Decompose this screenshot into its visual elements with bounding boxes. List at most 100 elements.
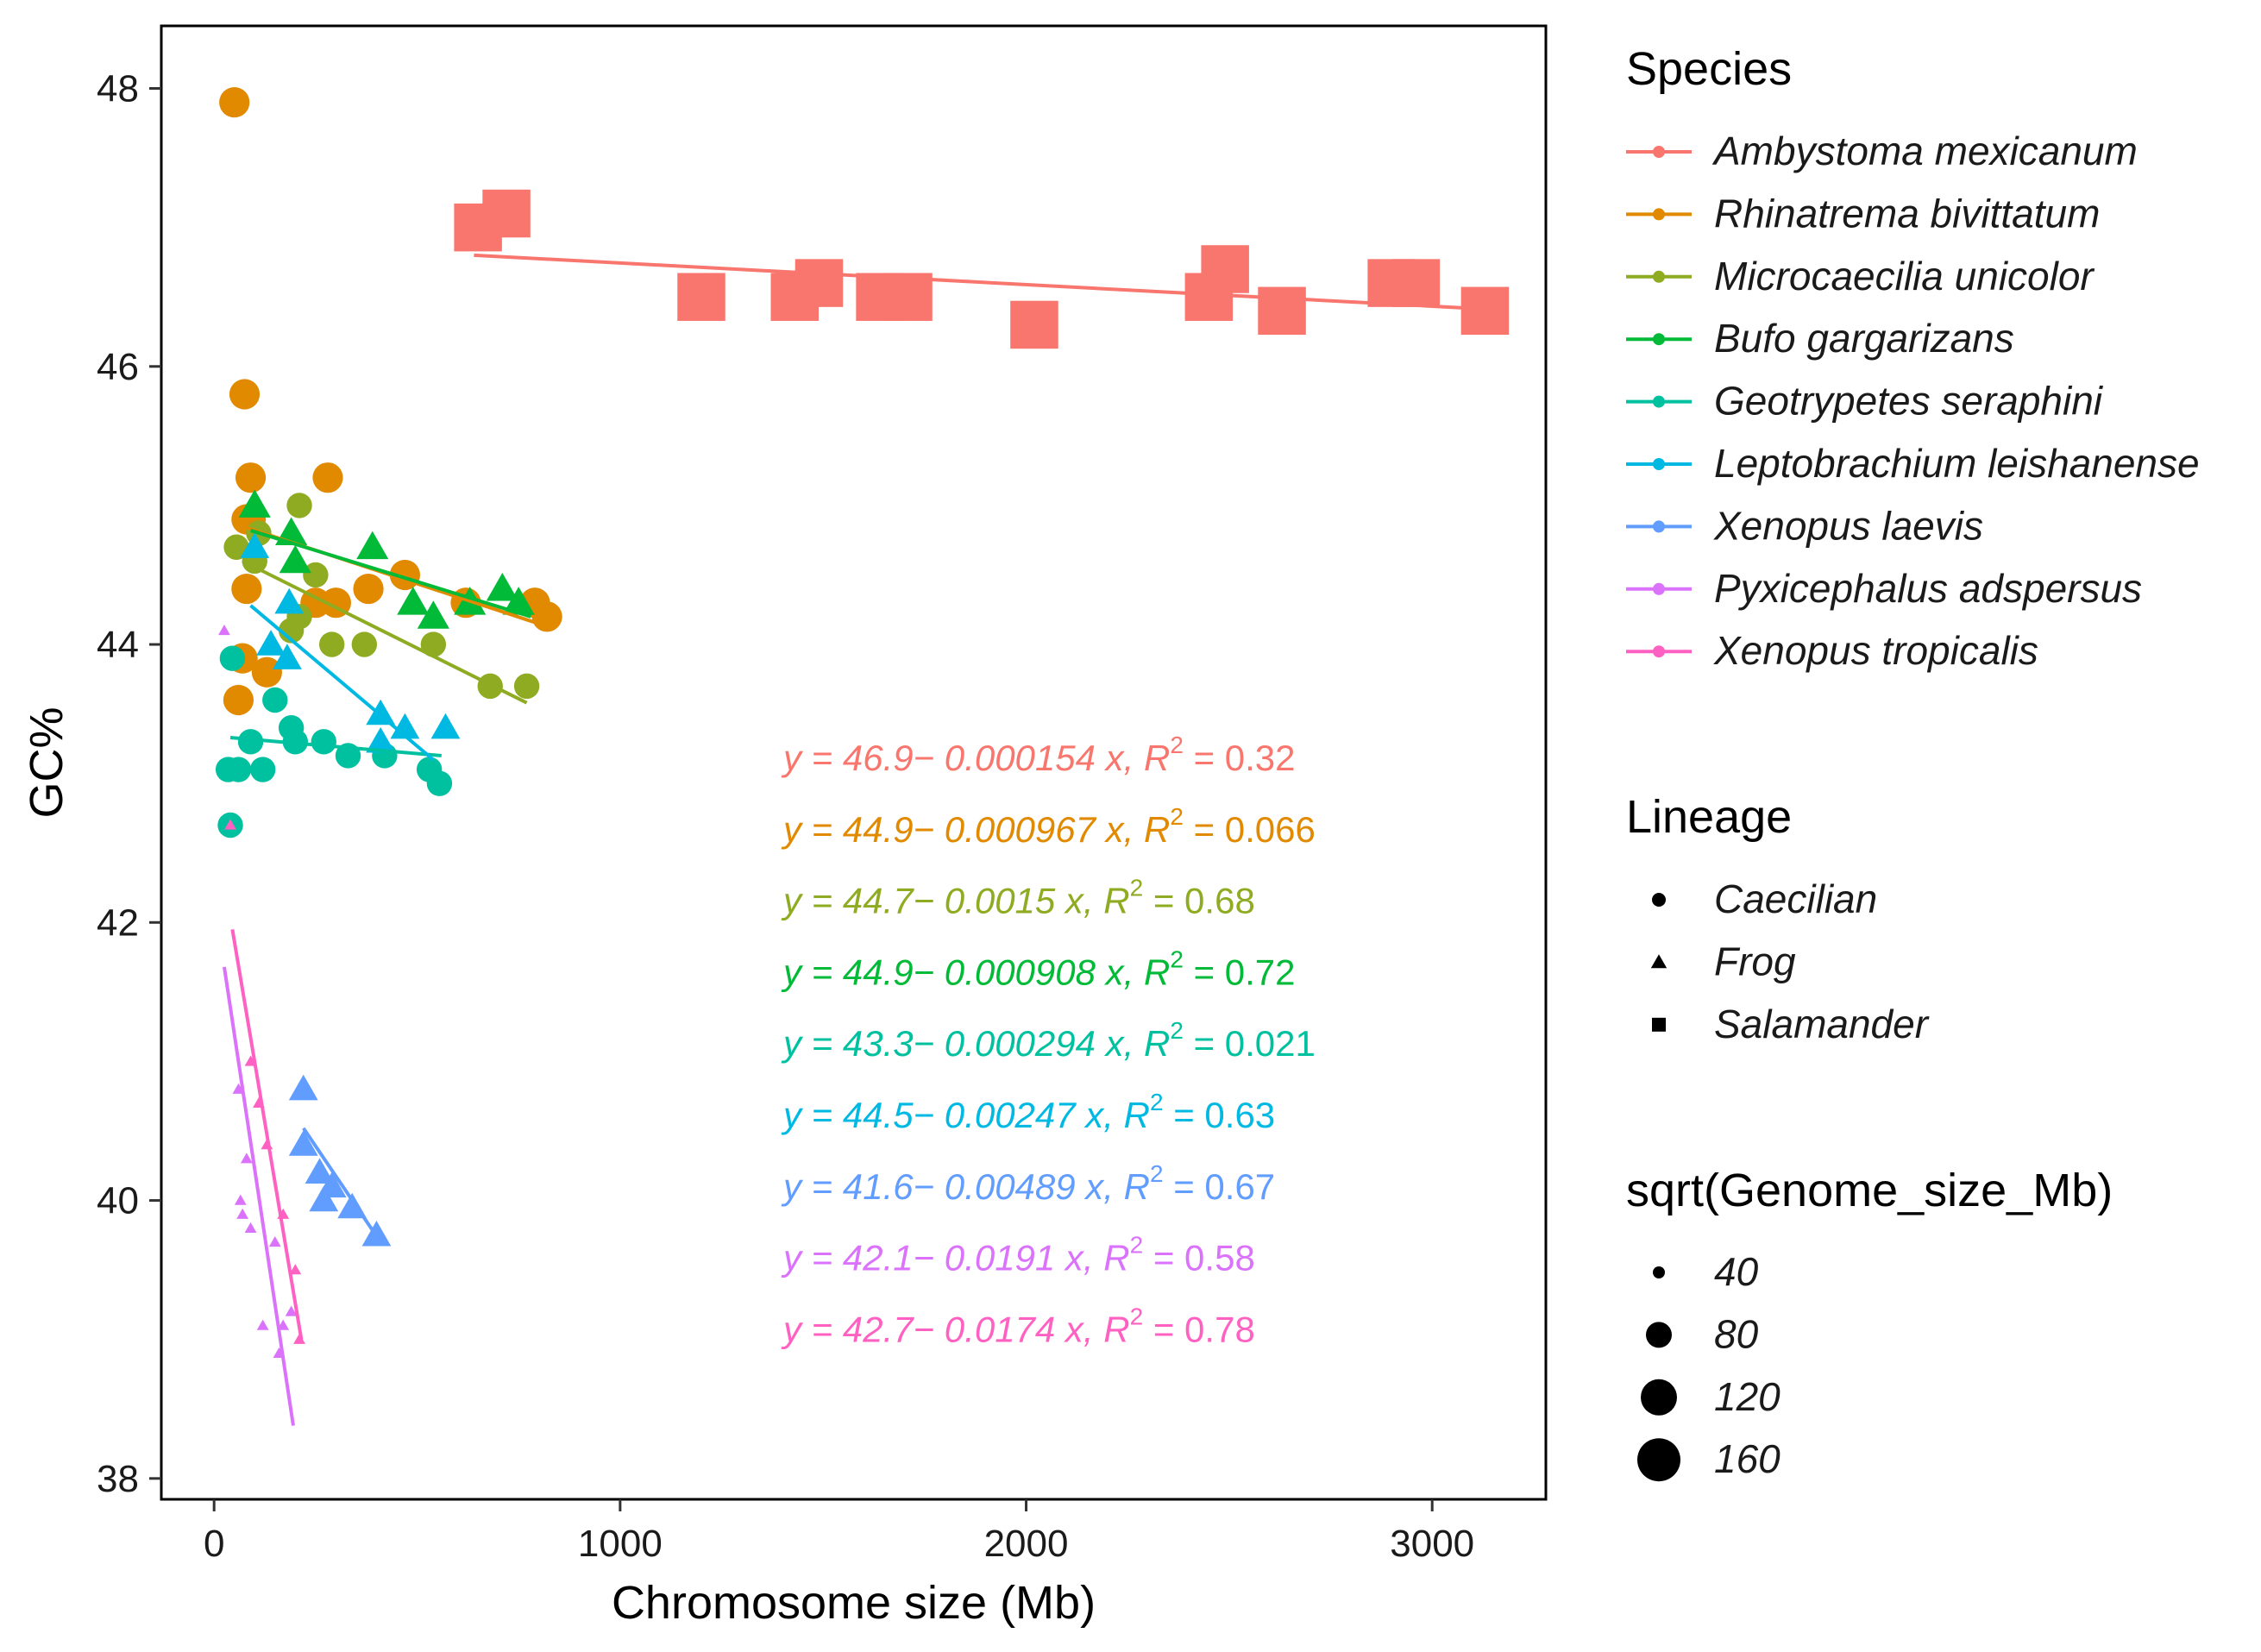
legend-key-dot (1653, 458, 1665, 470)
legend-item-species-1: Rhinatrema bivittatum (1626, 191, 2100, 236)
data-point-4-11 (426, 770, 453, 796)
data-point-5-2 (256, 630, 286, 656)
legend-label-lineage-1: Frog (1714, 939, 1796, 983)
data-point-2-7 (318, 631, 345, 657)
data-point-5-4 (366, 699, 396, 725)
data-point-1-8 (353, 573, 384, 605)
equation-r2: = 0.72 (1184, 952, 1296, 992)
equation-label-4: y = 43.3− 0.000294 x, R2 = 0.021 (781, 1017, 1316, 1064)
data-point-6-4 (309, 1185, 339, 1212)
data-point-0-13 (1460, 286, 1510, 336)
legend-item-species-6: Xenopus laevis (1626, 503, 1983, 548)
y-tick-label-1: 40 (97, 1180, 139, 1222)
legend-key-dot (1653, 645, 1665, 658)
equation-r2: = 0.67 (1164, 1166, 1276, 1207)
data-point-5-3 (273, 644, 302, 669)
data-point-5-5 (390, 713, 420, 739)
data-point-3-4 (397, 587, 430, 615)
equation-label-0: y = 46.9− 0.000154 x, R2 = 0.32 (781, 732, 1296, 778)
equation-r2: = 0.58 (1143, 1238, 1255, 1278)
legend-item-species-3: Bufo gargarizans (1626, 316, 2014, 361)
equation-superscript: 2 (1170, 732, 1184, 758)
data-point-2-6 (278, 618, 305, 644)
legend-key-dot (1653, 270, 1665, 283)
x-tick-label-1: 1000 (578, 1523, 663, 1565)
equation-superscript: 2 (1150, 1160, 1164, 1187)
data-point-4-12 (219, 645, 246, 671)
legend-label-species-4: Geotrypetes seraphini (1714, 379, 2104, 424)
legend-item-species-5: Leptobrachium leishanense (1626, 441, 2200, 486)
equation-superscript: 2 (1170, 945, 1184, 972)
data-point-8-4 (289, 1264, 302, 1275)
legend-item-species-4: Geotrypetes seraphini (1626, 379, 2104, 424)
legend-key-size-dot (1637, 1438, 1680, 1482)
legend-title-species: Species (1626, 43, 1792, 95)
equation-r2: = 0.021 (1184, 1023, 1316, 1064)
data-point-3-7 (486, 573, 518, 601)
regression-line-4 (229, 736, 442, 757)
legend-item-lineage-2: Salamander (1652, 1002, 1930, 1046)
legend-item-species-7: Pyxicephalus adspersus (1626, 566, 2142, 611)
data-point-0-1 (482, 189, 531, 238)
equation-label-8: y = 42.7− 0.0174 x, R2 = 0.78 (781, 1303, 1255, 1349)
legend-label-size-1: 80 (1714, 1311, 1759, 1356)
legend-key-dot (1653, 520, 1665, 533)
data-point-3-8 (502, 587, 535, 615)
data-point-4-2 (237, 729, 264, 755)
data-point-2-2 (286, 493, 312, 518)
data-point-8-6 (224, 819, 236, 830)
legend-key-square (1652, 1017, 1666, 1032)
equation-label-3: y = 44.9− 0.000908 x, R2 = 0.72 (781, 945, 1296, 992)
x-axis-title: Chromosome size (Mb) (612, 1577, 1096, 1629)
data-point-1-16 (223, 684, 254, 716)
axes: 0 1000 2000 3000 38 40 42 44 46 48 Chromosome size… (21, 24, 1548, 1629)
data-point-5-1 (274, 587, 305, 614)
y-axis-title: GC% (21, 707, 72, 818)
y-tick-label-2: 42 (97, 901, 139, 944)
legend-key-size-dot (1646, 1322, 1672, 1348)
legend-label-species-2: Microcaecilia unicolor (1714, 254, 2095, 298)
legend-key-triangle (1650, 954, 1667, 969)
x-tick-label-3: 3000 (1390, 1523, 1474, 1565)
legend-key-dot (1653, 333, 1665, 346)
data-point-0-6 (884, 273, 933, 321)
legend-item-species-2: Microcaecilia unicolor (1626, 254, 2095, 298)
legend-key-dot (1653, 582, 1665, 595)
legend-item-size-3: 160 (1637, 1436, 1781, 1482)
equation-label-6: y = 41.6− 0.00489 x, R2 = 0.67 (781, 1160, 1275, 1207)
regression-line-3 (249, 528, 531, 619)
legend-item-lineage-0: Caecilian (1652, 876, 1877, 921)
data-point-0-7 (1010, 300, 1058, 349)
data-point-7-4 (236, 1208, 249, 1219)
y-tick-label-5: 48 (97, 68, 139, 110)
equation-r2: = 0.78 (1143, 1309, 1255, 1349)
data-point-0-10 (1258, 286, 1306, 336)
legend-key-dot (1653, 146, 1665, 158)
data-point-4-3 (249, 757, 276, 782)
legend-label-size-0: 40 (1714, 1249, 1759, 1294)
data-point-6-0 (288, 1074, 318, 1101)
data-point-4-1 (225, 757, 252, 782)
legend-title-lineage: Lineage (1626, 791, 1792, 843)
legend: Species Ambystoma mexicanum Rhinatrema biv… (1626, 43, 2200, 1482)
equation-label-7: y = 42.1− 0.0191 x, R2 = 0.58 (781, 1232, 1255, 1278)
data-point-0-4 (794, 259, 844, 307)
data-point-5-7 (366, 726, 396, 753)
data-point-2-11 (513, 673, 540, 700)
equation-superscript: 2 (1150, 1089, 1164, 1115)
legend-label-size-3: 160 (1714, 1436, 1781, 1481)
x-tick-label-0: 0 (204, 1523, 224, 1565)
data-point-7-6 (268, 1236, 281, 1247)
legend-key-circle (1652, 893, 1666, 907)
legend-item-species-0: Ambystoma mexicanum (1626, 129, 2138, 173)
legend-key-dot (1653, 395, 1665, 408)
equation-superscript: 2 (1170, 1017, 1184, 1044)
equation-superscript: 2 (1130, 1232, 1144, 1259)
data-point-3-2 (279, 544, 311, 574)
data-point-2-8 (351, 631, 378, 657)
series-4 (215, 645, 453, 839)
data-point-7-0 (218, 625, 230, 636)
data-point-2-4 (303, 562, 329, 588)
data-point-1-1 (229, 379, 261, 410)
